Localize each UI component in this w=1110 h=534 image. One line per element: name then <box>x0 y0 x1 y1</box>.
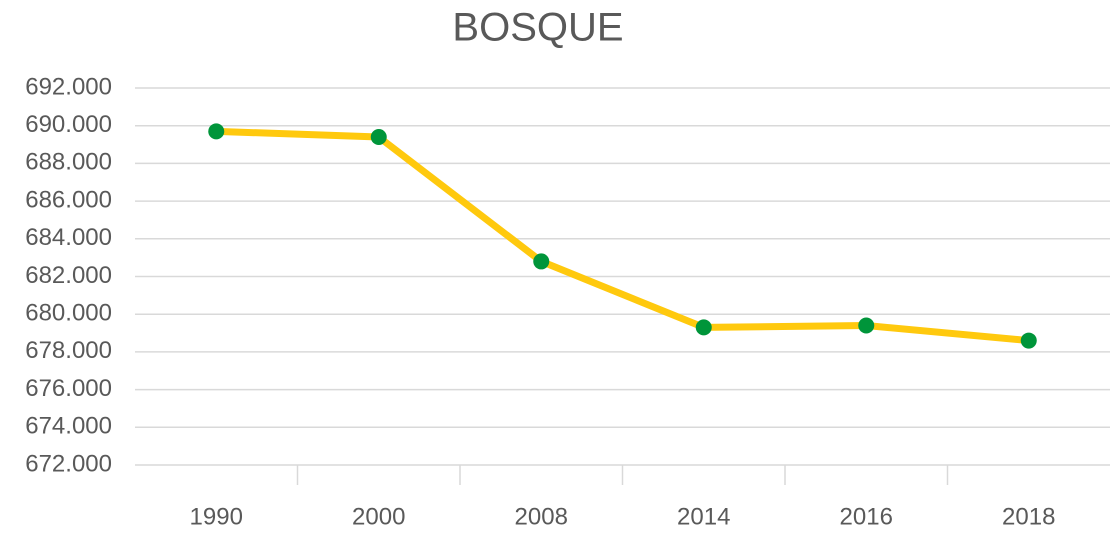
y-tick-label: 682.000 <box>25 262 112 289</box>
y-tick-label: 688.000 <box>25 149 112 176</box>
x-tick-label: 2008 <box>515 503 568 530</box>
y-tick-label: 692.000 <box>25 73 112 100</box>
y-tick-label: 676.000 <box>25 375 112 402</box>
data-point <box>208 123 225 140</box>
x-tick-label: 1990 <box>190 503 243 530</box>
y-tick-label: 678.000 <box>25 337 112 364</box>
data-point <box>858 317 875 334</box>
x-tick-label: 2014 <box>677 503 730 530</box>
y-tick-label: 680.000 <box>25 300 112 327</box>
data-point <box>1020 332 1037 349</box>
data-line <box>212 127 1033 345</box>
x-tick-label: 2000 <box>352 503 405 530</box>
x-tick-label: 2016 <box>840 503 893 530</box>
data-point <box>695 319 712 336</box>
chart-title: BOSQUE <box>452 6 623 50</box>
data-point <box>533 253 550 270</box>
y-tick-label: 672.000 <box>25 450 112 477</box>
y-tick-label: 674.000 <box>25 413 112 440</box>
y-tick-label: 690.000 <box>25 111 112 138</box>
data-point <box>370 129 387 146</box>
y-tick-label: 684.000 <box>25 224 112 251</box>
x-tick-label: 2018 <box>1002 503 1055 530</box>
y-tick-label: 686.000 <box>25 186 112 213</box>
